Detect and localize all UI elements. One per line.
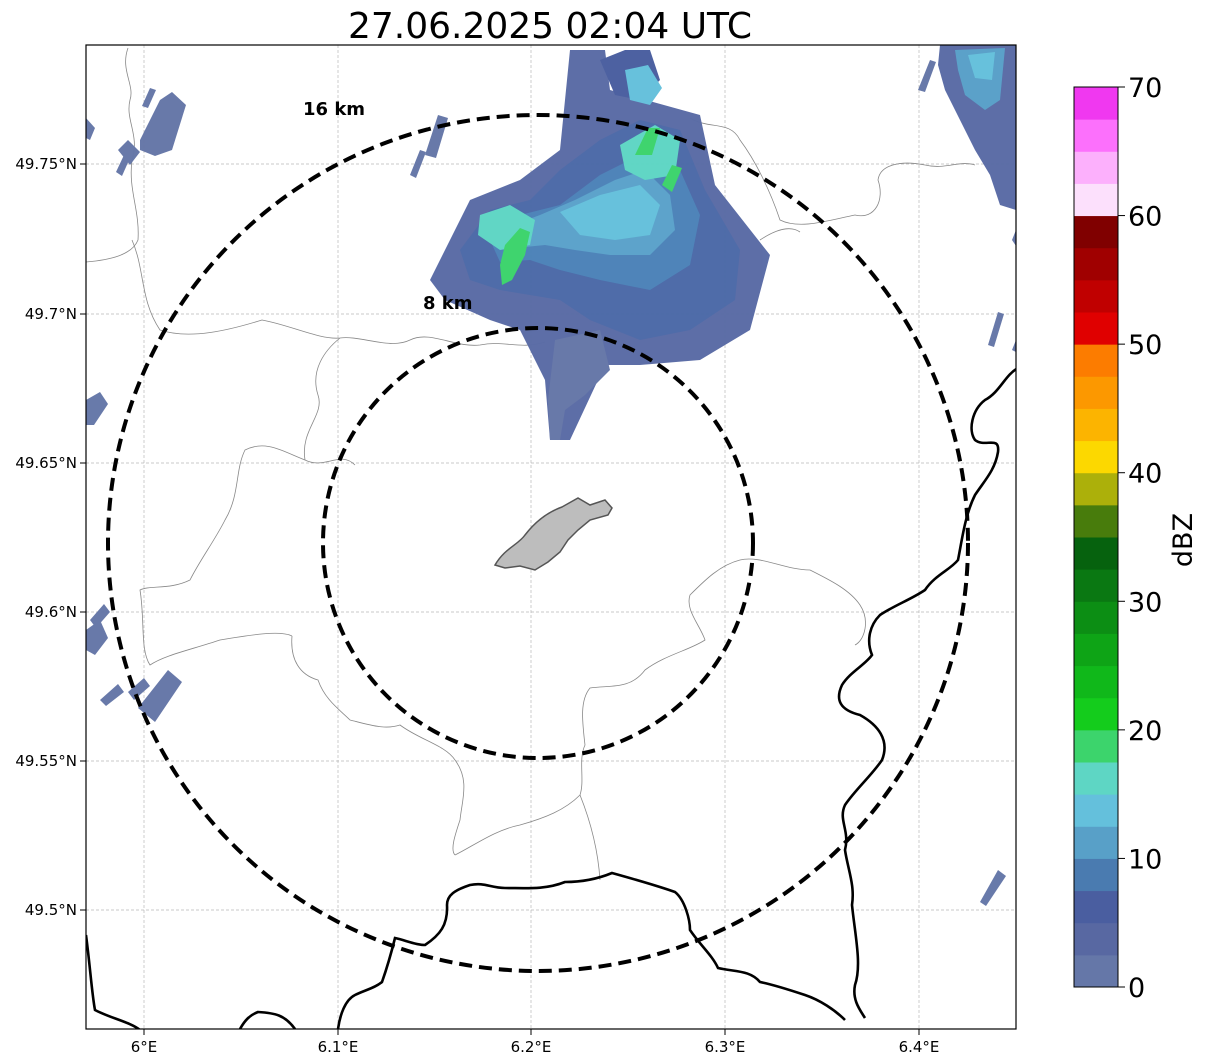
- colorbar-tick-label: 20: [1128, 716, 1162, 747]
- colorbar-swatch: [1074, 87, 1118, 120]
- colorbar-swatch: [1074, 312, 1118, 345]
- ring-label-8km: 8 km: [423, 293, 473, 314]
- colorbar-swatch: [1074, 344, 1118, 377]
- map-title: 27.06.2025 02:04 UTC: [348, 6, 752, 47]
- colorbar-swatch: [1074, 472, 1118, 506]
- range-ring-16km: [106, 113, 970, 973]
- x-tick-label: 6°E: [131, 1038, 158, 1056]
- colorbar-tick-label: 10: [1128, 844, 1162, 875]
- colorbar-swatch: [1074, 537, 1118, 570]
- colorbar-tick-label: 0: [1128, 973, 1145, 1004]
- map-frame: [85, 44, 1017, 1030]
- colorbar-label: dBZ: [1168, 513, 1199, 567]
- y-tick-label: 49.6°N: [25, 603, 77, 621]
- colorbar-swatches: [1074, 87, 1118, 988]
- y-tick-label: 49.5°N: [25, 901, 77, 919]
- colorbar-swatch: [1074, 826, 1118, 859]
- colorbar-tick-label: 50: [1128, 330, 1162, 361]
- colorbar-swatch: [1074, 922, 1118, 956]
- x-tick-label: 6.2°E: [511, 1038, 552, 1056]
- map-area: 16 km 8 km: [85, 44, 1017, 1030]
- y-tick-label: 49.7°N: [25, 305, 77, 323]
- colorbar-swatch: [1074, 119, 1118, 152]
- colorbar-swatch: [1074, 601, 1118, 634]
- y-tick-label: 49.55°N: [15, 752, 77, 770]
- colorbar: 0 10 20 30 40 50 60 70 dBZ: [1073, 73, 1199, 1004]
- x-tick-label: 6.3°E: [705, 1038, 746, 1056]
- colorbar-swatch: [1074, 569, 1118, 602]
- range-ring-8km: [321, 326, 755, 760]
- colorbar-swatch: [1074, 440, 1118, 474]
- y-axis: 49.75°N 49.7°N 49.65°N 49.6°N 49.55°N 49…: [15, 155, 86, 919]
- colorbar-swatch: [1074, 858, 1118, 892]
- radar-echoes: [86, 45, 1016, 906]
- colorbar-swatch: [1074, 279, 1118, 313]
- colorbar-swatch: [1074, 215, 1118, 249]
- national-borders: [86, 367, 1016, 1029]
- colorbar-swatch: [1074, 504, 1118, 538]
- colorbar-tick-label: 60: [1128, 202, 1162, 233]
- city-footprint: [493, 497, 613, 571]
- colorbar-swatch: [1074, 697, 1118, 731]
- colorbar-swatch: [1074, 665, 1118, 699]
- colorbar-tick-label: 40: [1128, 459, 1162, 490]
- echo-scattered: [86, 88, 1016, 906]
- colorbar-ticks: 0 10 20 30 40 50 60 70: [1118, 73, 1162, 1004]
- colorbar-swatch: [1074, 633, 1118, 667]
- x-tick-label: 6.1°E: [318, 1038, 359, 1056]
- y-tick-label: 49.75°N: [15, 155, 77, 173]
- colorbar-swatch: [1074, 183, 1118, 217]
- x-tick-label: 6.4°E: [899, 1038, 940, 1056]
- x-axis: 6°E 6.1°E 6.2°E 6.3°E 6.4°E: [131, 1029, 940, 1056]
- echo-northeast: [918, 45, 1016, 347]
- colorbar-frame: [1073, 86, 1119, 988]
- colorbar-tick-label: 30: [1128, 587, 1162, 618]
- colorbar-swatch: [1074, 890, 1118, 924]
- colorbar-tick-label: 70: [1128, 73, 1162, 104]
- colorbar-swatch: [1074, 376, 1118, 409]
- colorbar-swatch: [1074, 954, 1118, 988]
- colorbar-swatch: [1074, 247, 1118, 281]
- colorbar-swatch: [1074, 729, 1118, 763]
- colorbar-swatch: [1074, 408, 1118, 442]
- colorbar-swatch: [1074, 762, 1118, 795]
- colorbar-swatch: [1074, 151, 1118, 184]
- y-tick-label: 49.65°N: [15, 454, 77, 472]
- ring-label-16km: 16 km: [303, 99, 365, 120]
- colorbar-swatch: [1074, 794, 1118, 827]
- echo-main-cell: [430, 50, 770, 440]
